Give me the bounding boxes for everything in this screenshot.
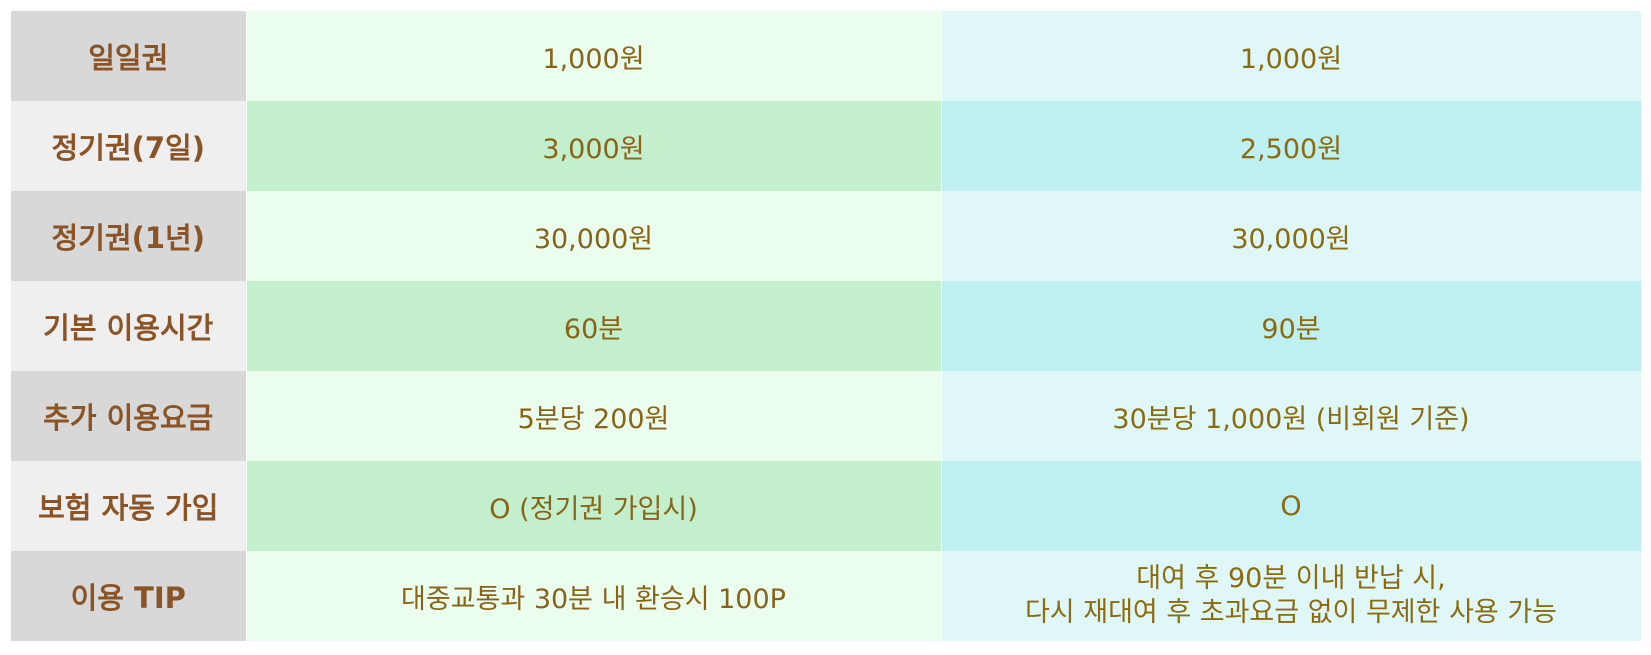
service-a-value: 5분당 200원 bbox=[246, 371, 942, 461]
service-b-value: 90분 bbox=[941, 281, 1642, 371]
service-b-value: 30,000원 bbox=[941, 191, 1642, 281]
table-row: 기본 이용시간 60분 90분 bbox=[11, 281, 1642, 371]
row-label: 보험 자동 가입 bbox=[11, 461, 247, 551]
row-label: 이용 TIP bbox=[11, 551, 247, 641]
table-row: 정기권(7일) 3,000원 2,500원 bbox=[11, 101, 1642, 191]
service-a-value: 1,000원 bbox=[246, 11, 942, 101]
service-b-value: O bbox=[941, 461, 1642, 551]
service-a-value: 30,000원 bbox=[246, 191, 942, 281]
table-row: 정기권(1년) 30,000원 30,000원 bbox=[11, 191, 1642, 281]
row-label: 추가 이용요금 bbox=[11, 371, 247, 461]
service-b-value: 30분당 1,000원 (비회원 기준) bbox=[941, 371, 1642, 461]
row-label: 일일권 bbox=[11, 11, 247, 101]
service-a-value: 60분 bbox=[246, 281, 942, 371]
service-b-value: 1,000원 bbox=[941, 11, 1642, 101]
row-label: 정기권(1년) bbox=[11, 191, 247, 281]
table-row: 보험 자동 가입 O (정기권 가입시) O bbox=[11, 461, 1642, 551]
service-b-value: 2,500원 bbox=[941, 101, 1642, 191]
row-label: 정기권(7일) bbox=[11, 101, 247, 191]
service-a-value: 3,000원 bbox=[246, 101, 942, 191]
service-a-value: O (정기권 가입시) bbox=[246, 461, 942, 551]
tip-line-1: 대여 후 90분 이내 반납 시, bbox=[1136, 563, 1446, 594]
comparison-table: 일일권 1,000원 1,000원 정기권(7일) 3,000원 2,500원 … bbox=[11, 11, 1642, 641]
table-row: 일일권 1,000원 1,000원 bbox=[11, 11, 1642, 101]
row-label: 기본 이용시간 bbox=[11, 281, 247, 371]
table-row: 이용 TIP 대중교통과 30분 내 환승시 100P 대여 후 90분 이내 … bbox=[11, 551, 1642, 641]
service-b-value: 대여 후 90분 이내 반납 시, 다시 재대여 후 초과요금 없이 무제한 사… bbox=[941, 551, 1642, 641]
table-row: 추가 이용요금 5분당 200원 30분당 1,000원 (비회원 기준) bbox=[11, 371, 1642, 461]
tip-line-2: 다시 재대여 후 초과요금 없이 무제한 사용 가능 bbox=[1024, 597, 1558, 628]
service-a-value: 대중교통과 30분 내 환승시 100P bbox=[246, 551, 942, 641]
